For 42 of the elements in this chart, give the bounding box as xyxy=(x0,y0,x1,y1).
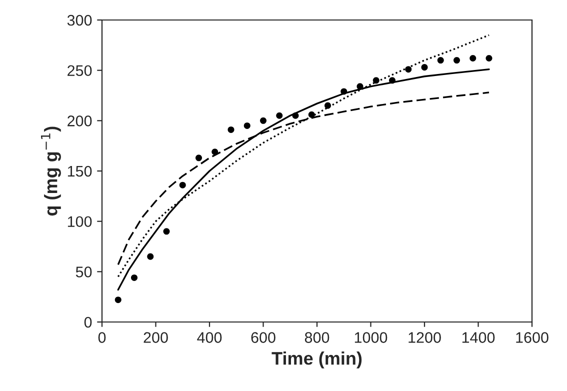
point xyxy=(405,66,412,73)
point xyxy=(356,83,364,90)
point xyxy=(195,154,202,162)
point xyxy=(340,88,348,95)
y-tick-label: 100 xyxy=(68,216,92,228)
point xyxy=(163,228,170,235)
point xyxy=(179,182,186,188)
point xyxy=(292,112,299,119)
x-tick-label: 1000 xyxy=(354,332,388,343)
y-tick-label: 250 xyxy=(68,65,92,76)
point xyxy=(470,54,476,62)
point xyxy=(244,122,250,129)
point xyxy=(276,112,283,119)
point xyxy=(228,126,234,133)
y-tick-label: 0 xyxy=(84,316,92,328)
x-tick-label: 200 xyxy=(144,332,168,343)
x-axis-title: Time (min) xyxy=(272,352,362,368)
point xyxy=(260,117,267,124)
point xyxy=(114,296,122,304)
point xyxy=(308,111,315,118)
point xyxy=(453,57,460,64)
y-tick-label: 200 xyxy=(68,116,92,126)
x-tick-label: 800 xyxy=(304,332,330,343)
x-tick-label: 600 xyxy=(251,332,276,343)
x-tick-label: 400 xyxy=(197,332,222,343)
y-tick-label: 150 xyxy=(68,166,92,177)
point xyxy=(372,77,380,84)
point xyxy=(324,102,332,109)
x-tick-label: 1600 xyxy=(516,332,548,343)
point xyxy=(486,54,492,62)
x-tick-label: 1400 xyxy=(462,332,495,343)
point xyxy=(147,253,154,260)
x-tick-label: 0 xyxy=(98,332,106,343)
x-tick-label: 1200 xyxy=(408,332,441,343)
point xyxy=(388,77,396,84)
point xyxy=(130,274,138,281)
point xyxy=(437,57,444,64)
y-tick-label: 300 xyxy=(67,14,92,26)
point xyxy=(421,64,428,71)
point xyxy=(212,148,218,156)
y-tick-label: 50 xyxy=(76,266,92,278)
y-axis-title: q (mg g$^{−1}$) xyxy=(41,126,61,216)
